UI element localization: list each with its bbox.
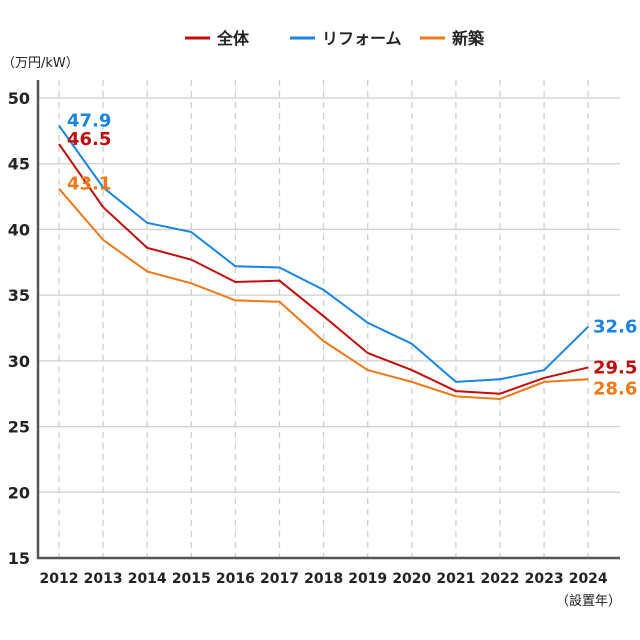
- x-tick-label: 2014: [128, 571, 167, 587]
- y-tick-label: 35: [8, 286, 30, 305]
- legend-label: 全体: [216, 29, 250, 48]
- series-line-2: [58, 188, 589, 400]
- x-tick-label: 2017: [260, 571, 299, 587]
- x-tick-label: 2016: [216, 571, 255, 587]
- x-tick-label: 2020: [392, 571, 431, 587]
- y-tick-label: 30: [8, 352, 30, 371]
- data-label-last: 29.5: [593, 357, 637, 378]
- y-tick-label: 20: [8, 483, 30, 502]
- x-tick-label: 2024: [569, 571, 608, 587]
- data-label-last: 32.6: [593, 317, 637, 338]
- x-tick-label: 2018: [304, 571, 343, 587]
- series-lines: [58, 125, 589, 400]
- y-tick-label: 15: [8, 549, 30, 568]
- data-labels: 46.5 29.5 47.9 32.6 43.1 28.6: [67, 111, 637, 400]
- data-label-first: 47.9: [67, 111, 111, 132]
- y-tick-label: 50: [8, 89, 30, 108]
- x-tick-label: 2023: [525, 571, 564, 587]
- data-label-first: 46.5: [67, 129, 111, 150]
- data-label-first: 43.1: [67, 174, 111, 195]
- y-tick-label: 25: [8, 418, 30, 437]
- y-axis-unit-label: （万円/kW）: [2, 56, 79, 71]
- series-line-0: [58, 143, 589, 395]
- legend-label: 新築: [452, 29, 485, 48]
- x-tick-label: 2013: [84, 571, 123, 587]
- legend: 全体 リフォーム 新築: [185, 29, 485, 48]
- x-tick-label: 2012: [40, 571, 79, 587]
- x-axis-unit-label: （設置年）: [556, 593, 621, 609]
- data-label-last: 28.6: [593, 378, 637, 399]
- x-tick-label: 2022: [481, 571, 520, 587]
- x-tick-label: 2015: [172, 571, 211, 587]
- axes: 15 20 25 30 35 40 45 50 2012 2013 2014 2015 2016 2017…: [8, 80, 620, 587]
- grid: [38, 80, 620, 558]
- y-tick-label: 40: [8, 220, 30, 239]
- y-tick-label: 45: [8, 155, 30, 174]
- series-line-1: [58, 125, 589, 383]
- x-tick-label: 2021: [436, 571, 475, 587]
- x-tick-label: 2019: [348, 571, 387, 587]
- legend-label: リフォーム: [322, 29, 402, 48]
